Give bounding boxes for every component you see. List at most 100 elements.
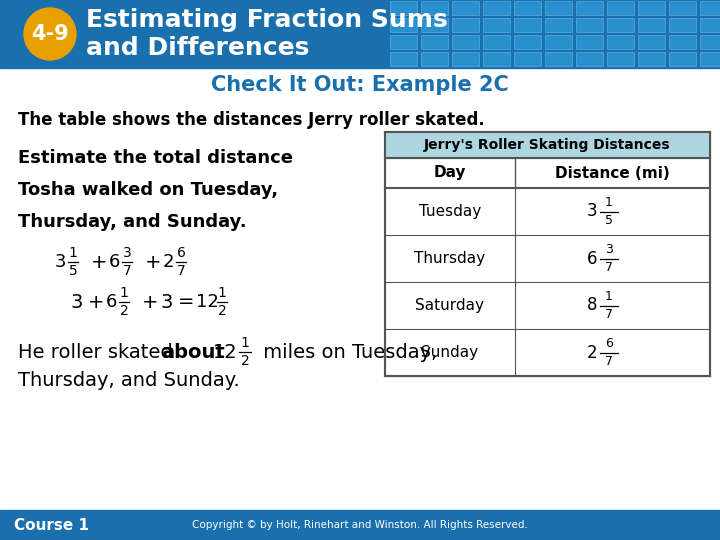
Bar [483,52,510,66]
Text: Distance (mi): Distance (mi) [555,165,670,180]
Text: Saturday: Saturday [415,298,485,313]
Text: He roller skated: He roller skated [18,342,179,361]
Bar [669,18,696,32]
Text: 8: 8 [586,296,597,314]
Text: Copyright © by Holt, Rinehart and Winston. All Rights Reserved.: Copyright © by Holt, Rinehart and Winsto… [192,520,528,530]
Text: 3: 3 [122,246,131,260]
Text: 2: 2 [120,304,128,318]
Text: 12: 12 [196,293,219,311]
Bar [669,1,696,15]
Bar [576,52,603,66]
Text: Thursday, and Sunday.: Thursday, and Sunday. [18,213,247,231]
Bar [607,1,634,15]
Bar [607,18,634,32]
Bar [421,18,448,32]
Text: Check It Out: Example 2C: Check It Out: Example 2C [211,75,509,95]
Text: miles on Tuesday,: miles on Tuesday, [257,342,437,361]
Bar [385,132,710,158]
Bar [483,35,510,49]
Bar [0,0,720,68]
Bar [390,18,417,32]
Text: 5: 5 [605,214,613,227]
Text: 6: 6 [586,249,597,267]
Text: 6: 6 [605,337,613,350]
Bar [545,52,572,66]
Bar [700,52,720,66]
Text: Thursday, and Sunday.: Thursday, and Sunday. [18,370,240,389]
Text: +: + [88,293,104,312]
Text: 2: 2 [163,253,174,271]
Bar [669,35,696,49]
Bar [390,52,417,66]
Text: 2: 2 [240,354,249,368]
Bar [638,35,665,49]
Text: +: + [145,253,161,272]
Bar [638,1,665,15]
Text: Sunday: Sunday [421,345,479,360]
Bar [390,35,417,49]
Bar [421,35,448,49]
Text: Tuesday: Tuesday [419,204,481,219]
Bar [638,52,665,66]
Bar [607,52,634,66]
Text: +: + [91,253,107,272]
Text: 6: 6 [176,246,186,260]
Text: 6: 6 [106,293,117,311]
Text: 4-9: 4-9 [31,24,69,44]
Text: and Differences: and Differences [86,36,310,60]
Text: Jerry's Roller Skating Distances: Jerry's Roller Skating Distances [424,138,671,152]
Text: 3: 3 [70,293,82,312]
Text: 2: 2 [586,343,597,361]
Text: 1: 1 [120,286,128,300]
Text: 3: 3 [55,253,66,271]
Bar [669,52,696,66]
Text: Course 1: Course 1 [14,517,89,532]
Bar [576,18,603,32]
Text: 12: 12 [213,342,238,361]
Text: Estimating Fraction Sums: Estimating Fraction Sums [86,8,448,32]
Text: Tosha walked on Tuesday,: Tosha walked on Tuesday, [18,181,278,199]
Text: Thursday: Thursday [415,251,485,266]
Bar [390,1,417,15]
Bar [483,18,510,32]
Bar [385,132,710,376]
Text: Day: Day [433,165,467,180]
Bar [545,35,572,49]
Bar [514,1,541,15]
Text: Estimate the total distance: Estimate the total distance [18,149,293,167]
Bar [514,52,541,66]
Bar [545,1,572,15]
Bar [514,18,541,32]
Text: 1: 1 [217,286,226,300]
Bar [452,18,479,32]
Text: 5: 5 [68,264,77,278]
Text: 1: 1 [605,290,613,303]
Bar [576,1,603,15]
Bar [452,1,479,15]
Text: 7: 7 [605,261,613,274]
Text: The table shows the distances Jerry roller skated.: The table shows the distances Jerry roll… [18,111,485,129]
Text: 7: 7 [122,264,131,278]
Bar [576,35,603,49]
Circle shape [24,8,76,60]
Bar [483,1,510,15]
Bar [0,510,720,540]
Text: 1: 1 [605,196,613,209]
Bar [700,1,720,15]
Bar [452,52,479,66]
Text: 1: 1 [240,336,249,350]
Text: 2: 2 [217,304,226,318]
Text: about: about [161,342,225,361]
Text: +: + [142,293,158,312]
Bar [607,35,634,49]
Text: 3: 3 [160,293,172,312]
Text: 3: 3 [586,202,597,220]
Bar [545,18,572,32]
Text: 7: 7 [176,264,185,278]
Text: 1: 1 [68,246,78,260]
Bar [421,52,448,66]
Text: 3: 3 [605,243,613,256]
Text: 7: 7 [605,355,613,368]
Bar [421,1,448,15]
Bar [638,18,665,32]
